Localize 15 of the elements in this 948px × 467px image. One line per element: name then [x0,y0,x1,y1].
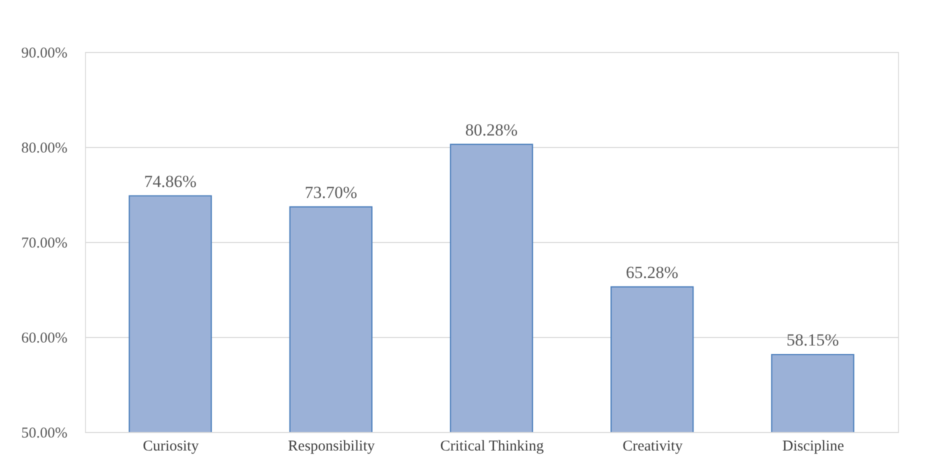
x-tick-label: Critical Thinking [440,438,544,454]
y-tick-label: 50.00% [21,426,68,442]
data-label: 58.15% [786,330,839,350]
y-tick-label: 90.00% [21,46,68,62]
data-label: 80.28% [465,120,518,140]
data-label: 65.28% [626,262,678,282]
x-tick-label: Curiosity [142,438,200,454]
y-tick-label: 80.00% [21,140,68,156]
data-label: 74.86% [144,172,197,191]
data-label: 73.70% [304,182,358,202]
x-tick-label: Creativity [622,438,684,454]
y-tick-label: 60.00% [21,330,68,346]
y-tick-label: 70.00% [21,236,68,252]
x-tick-label: Responsibility [288,438,376,454]
x-tick-label: Discipline [782,438,844,454]
